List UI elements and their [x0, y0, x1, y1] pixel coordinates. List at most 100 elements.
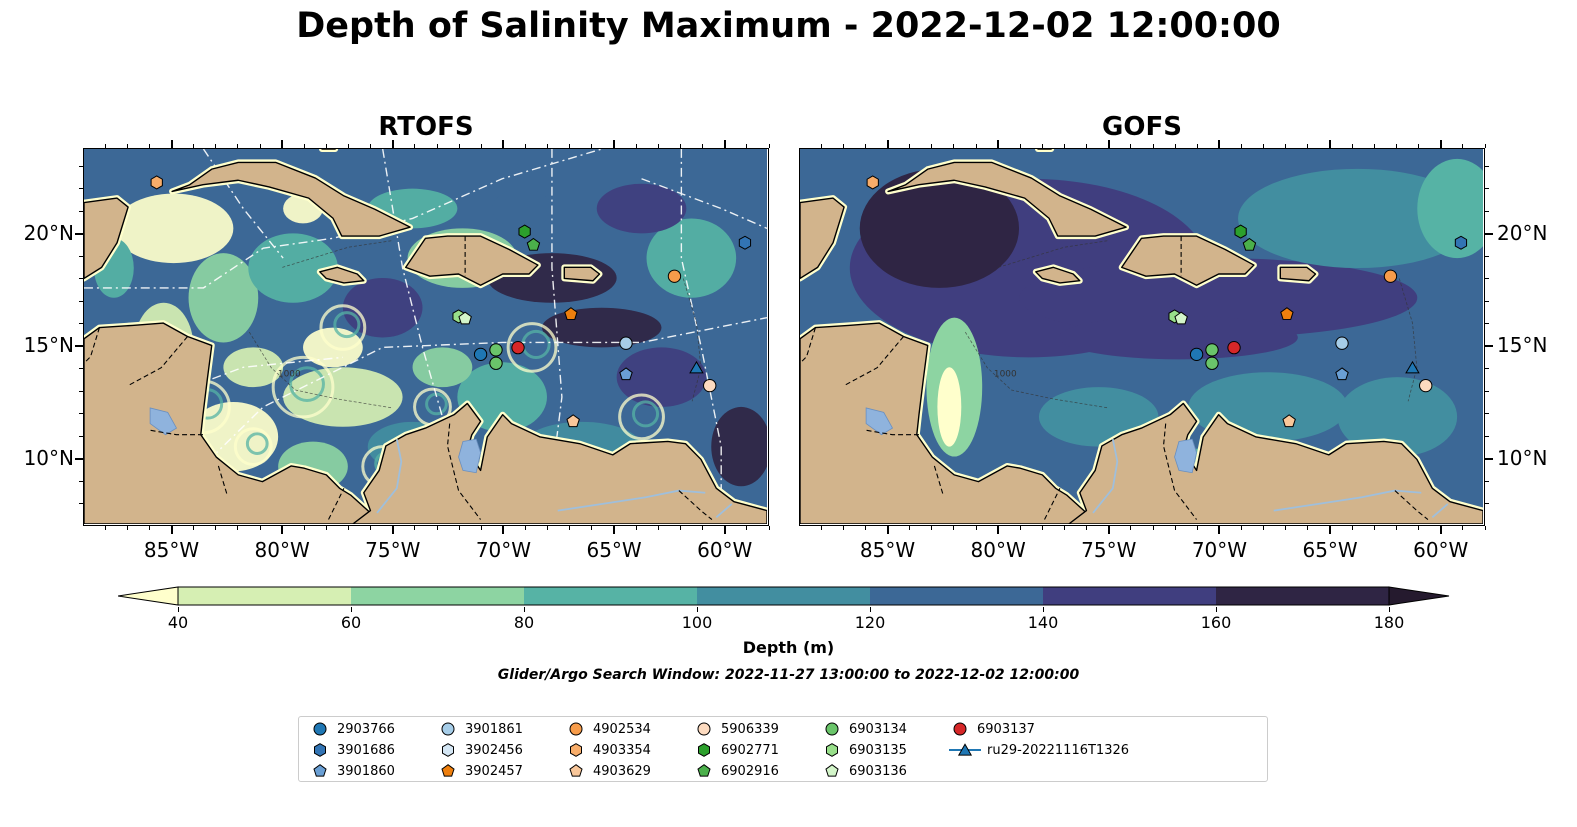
float-marker-4903629: [1282, 414, 1296, 428]
tick-mark: [79, 503, 83, 504]
colorbar-tick-mark: [177, 607, 179, 612]
legend-entry: 3902456: [437, 741, 523, 759]
tick-mark: [1485, 435, 1489, 437]
tick-mark: [1440, 526, 1442, 530]
lat-tick-label-right: 10°N: [1497, 445, 1548, 470]
legend-entry: 3902457: [437, 762, 523, 780]
lake-nicaragua: [149, 407, 178, 436]
tick-mark: [1107, 526, 1110, 534]
tick-mark: [909, 526, 911, 530]
legend-marker-icon: [949, 743, 981, 756]
tick-mark: [502, 526, 504, 530]
figure-title: Depth of Salinity Maximum - 2022-12-02 1…: [296, 6, 1281, 46]
legend: 2903766 3901686 3901860 3901861 3902456 39024…: [298, 716, 1268, 782]
float-marker-6903134: [825, 722, 839, 736]
colorbar-segment: [351, 587, 525, 605]
lon-tick-label: 80°W: [970, 538, 1026, 562]
land-jamaica: [319, 266, 365, 284]
float-marker-3902457: [564, 307, 578, 320]
tick-mark: [887, 526, 889, 530]
float-marker-2903766: [1189, 347, 1204, 362]
legend-marker-icon: [442, 743, 454, 757]
tick-mark: [237, 144, 239, 148]
colorbar-tick-label: 40: [167, 613, 189, 632]
tick-mark: [1485, 278, 1489, 279]
tick-mark: [1351, 526, 1353, 530]
tick-mark: [1462, 526, 1464, 530]
tick-mark: [148, 144, 150, 148]
tick-mark: [79, 345, 83, 347]
tick-mark: [1285, 526, 1287, 530]
tick-mark: [679, 144, 681, 148]
legend-label: 6902916: [721, 763, 779, 779]
tick-mark: [259, 144, 261, 148]
tick-mark: [104, 526, 106, 530]
tick-mark: [1485, 390, 1489, 392]
lon-tick-label: 85°W: [143, 538, 200, 562]
tick-mark: [1218, 526, 1221, 534]
float-marker-4903354: [866, 175, 879, 190]
float-marker-3901686: [314, 743, 326, 757]
legend-entry: 3901861: [437, 720, 523, 738]
tick-mark: [768, 526, 770, 530]
tick-mark: [569, 144, 571, 148]
tick-mark: [148, 526, 150, 530]
legend-label: 3902456: [465, 742, 523, 758]
tick-mark: [746, 526, 748, 530]
tick-mark: [1485, 503, 1489, 504]
tick-mark: [1485, 188, 1489, 189]
lake-maracaibo: [1174, 438, 1197, 474]
contour-label: 1000: [994, 370, 1017, 380]
float-marker-3901686: [738, 235, 752, 250]
panel-title-rtofs: RTOFS: [378, 112, 474, 142]
land-cuba: [887, 161, 1127, 237]
legend-label: 3901686: [337, 742, 395, 758]
tick-mark: [768, 144, 770, 148]
lon-tick-label: 65°W: [1302, 538, 1358, 562]
float-marker-4903354: [570, 743, 582, 757]
tick-mark: [458, 144, 460, 148]
tick-mark: [1196, 144, 1198, 148]
colorbar: [117, 585, 1453, 611]
tick-mark: [79, 390, 83, 392]
colorbar-tick-mark: [350, 607, 352, 612]
colorbar-tick-mark: [696, 607, 698, 612]
land-puerto-rico: [1279, 266, 1317, 282]
legend-label: 6903134: [849, 721, 907, 737]
tick-mark: [1485, 232, 1493, 235]
tick-mark: [975, 144, 977, 148]
colorbar-tick-label: 60: [340, 613, 362, 632]
float-marker-ru29-20221116T1326: [957, 743, 973, 756]
tick-mark: [1351, 144, 1353, 148]
map-canvas: 1000: [800, 149, 1483, 524]
tick-mark: [723, 526, 726, 534]
tick-mark: [1041, 144, 1043, 148]
legend-marker-icon: [953, 722, 967, 736]
legend-label: 6903136: [849, 763, 907, 779]
tick-mark: [569, 526, 571, 530]
tick-mark: [1241, 526, 1243, 530]
tick-mark: [1152, 144, 1154, 148]
legend-entry: 4903354: [565, 741, 651, 759]
tick-mark: [613, 526, 615, 530]
tick-mark: [1462, 144, 1464, 148]
tick-mark: [1263, 526, 1265, 530]
float-marker-3901686: [1454, 235, 1468, 250]
tick-mark: [1285, 144, 1287, 148]
float-marker-4902534: [667, 269, 682, 283]
legend-marker-icon: [825, 722, 839, 736]
tick-mark: [657, 526, 659, 530]
legend-marker-icon: [569, 764, 583, 777]
tick-mark: [1064, 144, 1066, 148]
legend-entry: 6902771: [693, 741, 779, 759]
float-marker-4903629: [566, 414, 580, 428]
float-marker-6903134: [1205, 356, 1219, 370]
legend-label: 6903137: [977, 721, 1035, 737]
tick-mark: [171, 526, 173, 530]
tick-mark: [1130, 526, 1132, 530]
tick-mark: [193, 144, 195, 148]
tick-mark: [237, 526, 239, 530]
tick-mark: [864, 526, 866, 530]
lon-tick-label: 80°W: [254, 538, 310, 562]
legend-marker-icon: [313, 764, 327, 777]
